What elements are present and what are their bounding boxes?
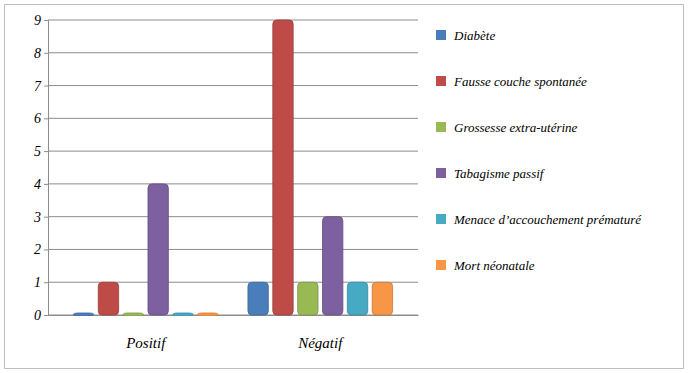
y-tick: 2 [34, 242, 48, 257]
y-tick-mark [44, 151, 48, 152]
legend-label: Mort néonatale [453, 258, 535, 273]
grid-line [48, 118, 418, 119]
bars [73, 20, 392, 316]
legend-item: Grossesse extra-utérine [436, 120, 578, 135]
bar [73, 313, 93, 316]
legend-item: Fausse couche spontanée [436, 74, 587, 89]
y-tick-mark [44, 118, 48, 119]
bar [248, 282, 268, 315]
grid-line [48, 216, 418, 217]
legend-swatch [436, 76, 446, 86]
plot: 0 1 2 3 4 5 6 7 8 9 Positif Négatif [33, 13, 419, 351]
y-tick-label: 2 [34, 242, 41, 257]
x-tick: Positif [125, 315, 167, 351]
y-tick-label: 4 [34, 177, 41, 192]
grid-line [48, 52, 418, 53]
series [73, 282, 268, 316]
series [173, 282, 368, 316]
legend-label: Grossesse extra-utérine [454, 120, 578, 135]
legend-item: Tabagisme passif [436, 166, 546, 181]
series [198, 282, 393, 316]
y-axis-line [44, 21, 49, 316]
bar [347, 282, 367, 315]
y-tick-label: 7 [34, 79, 42, 94]
bar [98, 282, 118, 315]
chart: 0 1 2 3 4 5 6 7 8 9 Positif Négatif Diabète Fausse co… [0, 0, 688, 373]
grid [48, 20, 418, 315]
bar [372, 282, 392, 315]
legend-label: Tabagisme passif [454, 166, 546, 181]
series [148, 184, 343, 315]
grid-line [48, 151, 418, 152]
x-axis: Positif Négatif [49, 315, 419, 351]
y-tick-label: 6 [34, 111, 41, 126]
legend-label: Menace d’accouchement prématuré [453, 212, 642, 227]
grid-line [48, 249, 418, 250]
y-tick-label: 0 [34, 308, 41, 323]
bar [148, 184, 168, 315]
legend-swatch [436, 30, 446, 40]
y-tick-mark [44, 184, 48, 185]
legend-swatch [436, 260, 446, 270]
bar [323, 217, 343, 315]
y-tick: 4 [34, 177, 48, 192]
y-tick: 9 [34, 13, 48, 28]
legend-swatch [436, 168, 446, 178]
bar [273, 20, 293, 315]
y-tick-label: 8 [34, 46, 41, 61]
y-tick-mark [44, 315, 48, 316]
x-tick-label: Positif [125, 335, 167, 351]
legend-item: Diabète [436, 28, 495, 43]
y-tick-mark [44, 53, 48, 54]
bar [198, 313, 218, 316]
y-tick: 5 [34, 144, 48, 159]
y-tick-label: 1 [34, 275, 41, 290]
legend-item: Menace d’accouchement prématuré [436, 212, 642, 227]
y-tick-mark [44, 86, 48, 87]
y-tick: 1 [34, 275, 48, 290]
y-axis: 0 1 2 3 4 5 6 7 8 9 [33, 13, 49, 323]
y-tick-label: 3 [33, 210, 41, 225]
legend: Diabète Fausse couche spontanée Grossesse … [436, 28, 642, 273]
y-tick: 6 [34, 111, 48, 126]
grid-line [48, 20, 418, 21]
y-tick: 8 [34, 46, 48, 61]
grid-line [48, 85, 418, 86]
legend-item: Mort néonatale [436, 258, 535, 273]
y-tick-mark [44, 20, 48, 21]
legend-label: Fausse couche spontanée [453, 74, 587, 89]
y-tick: 0 [34, 308, 48, 323]
bar [123, 313, 143, 316]
x-tick: Négatif [297, 315, 344, 351]
y-tick-mark [44, 282, 48, 283]
chart-frame [5, 5, 684, 369]
series [98, 20, 293, 315]
y-tick-mark [44, 217, 48, 218]
bar [298, 282, 318, 315]
bar [173, 313, 193, 316]
grid-line [48, 183, 418, 184]
legend-swatch [436, 214, 446, 224]
y-tick: 7 [34, 79, 48, 94]
y-tick-mark [44, 249, 48, 250]
y-tick-label: 5 [34, 144, 41, 159]
legend-swatch [436, 122, 446, 132]
y-tick: 3 [33, 210, 48, 225]
x-tick-label: Négatif [297, 335, 344, 351]
legend-label: Diabète [453, 28, 495, 43]
y-tick-label: 9 [34, 13, 41, 28]
